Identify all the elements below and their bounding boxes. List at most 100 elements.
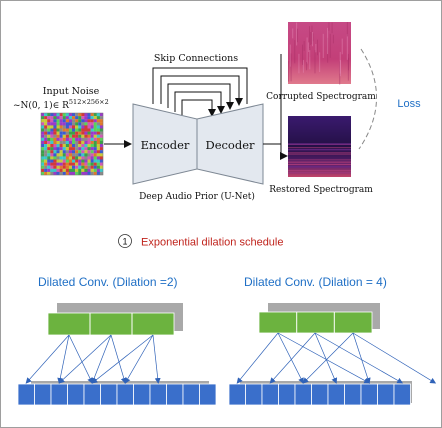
noise-pixel xyxy=(47,134,51,138)
connection-arrow xyxy=(302,332,354,384)
noise-pixel xyxy=(41,128,45,132)
noise-pixel xyxy=(59,144,63,148)
noise-pixel xyxy=(41,156,45,160)
noise-pixel xyxy=(47,171,51,176)
noise-pixel xyxy=(78,122,82,126)
noise-pixel xyxy=(59,156,63,160)
corrupted-spectrogram-label: Corrupted Spectrogram xyxy=(266,92,376,102)
noise-pixel xyxy=(72,153,76,157)
noise-pixel xyxy=(84,134,88,138)
input-cell xyxy=(344,383,362,406)
noise-pixel xyxy=(41,168,45,172)
noise-pixel xyxy=(59,162,63,166)
noise-pixel xyxy=(96,165,100,169)
noise-pixel xyxy=(56,131,60,135)
noise-pixel xyxy=(99,131,104,135)
noise-pixel xyxy=(81,134,85,138)
noise-pixel xyxy=(65,144,69,148)
noise-pixel xyxy=(59,134,63,138)
noise-pixel xyxy=(81,165,85,169)
noise-pixel xyxy=(81,156,85,160)
noise-pixel xyxy=(59,147,63,151)
noise-pixel xyxy=(93,144,97,148)
noise-pixel xyxy=(44,113,48,117)
noise-pixel xyxy=(50,147,54,151)
spectrogram-streak xyxy=(310,32,312,45)
noise-pixel xyxy=(72,150,76,154)
noise-pixel xyxy=(75,156,79,160)
noise-pixel xyxy=(87,153,91,157)
noise-pixel xyxy=(56,128,60,132)
noise-pixel xyxy=(84,116,88,120)
noise-pixel xyxy=(44,159,48,163)
noise-pixel xyxy=(59,125,63,129)
noise-pixel xyxy=(84,137,88,141)
noise-pixel xyxy=(62,156,66,160)
noise-pixel xyxy=(41,153,45,157)
noise-pixel xyxy=(90,156,94,160)
noise-pixel xyxy=(72,171,76,176)
noise-pixel xyxy=(99,134,104,138)
noise-pixel xyxy=(41,165,45,169)
noise-pixel xyxy=(47,113,51,117)
noise-pixel xyxy=(93,128,97,132)
spectrogram-streak xyxy=(317,39,318,56)
noise-pixel xyxy=(68,113,73,117)
spectrogram-streak xyxy=(346,34,348,60)
noise-pixel xyxy=(72,116,76,120)
noise-pixel xyxy=(62,165,66,169)
spectrogram-streak xyxy=(339,61,341,85)
noise-pixel xyxy=(65,137,69,141)
spectrogram-streak xyxy=(315,43,317,53)
input-cell xyxy=(393,383,411,406)
loss-connector xyxy=(358,48,377,150)
spectrogram-band xyxy=(288,166,351,168)
noise-pixel xyxy=(53,113,57,117)
input-noise-formula-base: ~N(0, 1)∈ R xyxy=(13,100,69,111)
noise-pixel xyxy=(65,140,69,145)
right-connections xyxy=(236,332,437,384)
corrupted-spectrogram-texture xyxy=(288,22,349,85)
noise-pixel xyxy=(72,165,76,169)
noise-pixel xyxy=(56,168,60,172)
connection-arrow xyxy=(236,332,279,384)
noise-pixel xyxy=(99,159,104,163)
noise-pixel xyxy=(44,153,48,157)
noise-pixel xyxy=(84,159,88,163)
spectrogram-band xyxy=(288,153,351,155)
skip-connection-2 xyxy=(160,75,243,106)
noise-pixel xyxy=(90,122,94,126)
noise-pixel xyxy=(68,122,73,126)
spectrogram-streak xyxy=(288,61,290,82)
noise-pixel xyxy=(50,159,54,163)
noise-pixel xyxy=(96,113,100,117)
input-cell xyxy=(116,383,134,406)
noise-pixel xyxy=(93,137,97,141)
corrupted-spectrogram xyxy=(288,22,351,85)
noise-pixel xyxy=(93,122,97,126)
noise-pixel xyxy=(41,137,45,141)
spectrogram-streak xyxy=(328,22,330,31)
noise-pixel xyxy=(81,125,85,129)
noise-pixel xyxy=(99,147,104,151)
noise-pixel xyxy=(47,140,51,145)
noise-pixel xyxy=(53,137,57,141)
noise-pixel xyxy=(62,113,66,117)
dilated-conv-left xyxy=(17,303,217,406)
noise-pixel xyxy=(59,165,63,169)
noise-pixel xyxy=(78,131,82,135)
noise-pixel xyxy=(72,128,76,132)
noise-pixel xyxy=(53,153,57,157)
spectrogram-streak xyxy=(348,57,349,71)
noise-pixel xyxy=(65,159,69,163)
spectrogram-streak xyxy=(309,50,311,70)
noise-pixel xyxy=(50,122,54,126)
noise-pixel xyxy=(75,131,79,135)
noise-pixel xyxy=(41,147,45,151)
noise-pixel xyxy=(81,140,85,145)
noise-pixel xyxy=(96,125,100,129)
noise-pixel xyxy=(78,147,82,151)
spectrogram-streak xyxy=(292,28,294,39)
input-cell xyxy=(100,383,118,406)
